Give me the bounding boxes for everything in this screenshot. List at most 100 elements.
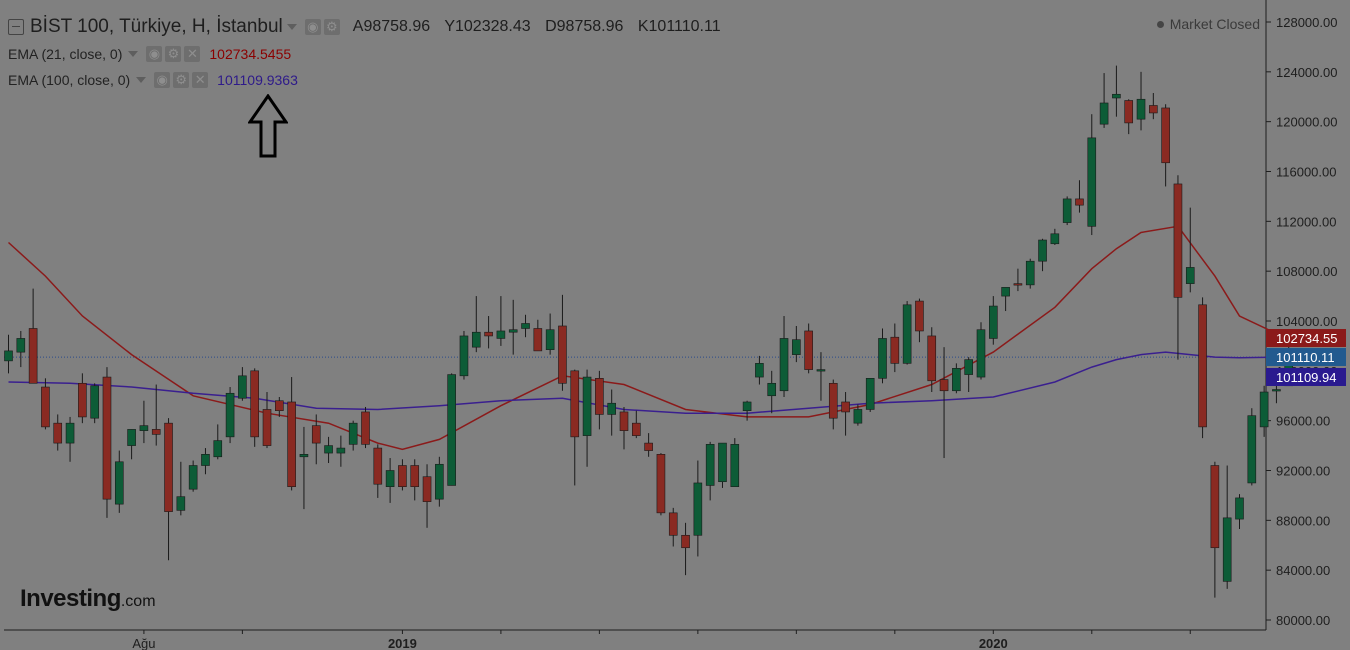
- collapse-icon[interactable]: [8, 19, 24, 35]
- y-tick-label: 96000.00: [1276, 414, 1330, 429]
- candle: [988, 296, 998, 345]
- candle: [16, 330, 26, 368]
- y-tick-label: 104000.00: [1276, 314, 1337, 329]
- price-label-box: [1266, 368, 1346, 386]
- indicator-label: EMA (21, close, 0): [8, 46, 123, 62]
- investing-logo: Investing.com: [20, 585, 156, 613]
- price-label: 102734.55: [1276, 331, 1337, 346]
- candle: [595, 370, 604, 430]
- candle: [816, 352, 826, 401]
- high-value: Y102328.43: [444, 18, 531, 35]
- candle: [373, 444, 383, 498]
- candle: [1235, 494, 1244, 530]
- y-tick-label: 128000.00: [1276, 15, 1337, 30]
- candle: [952, 363, 961, 394]
- eye-icon[interactable]: ◉: [154, 72, 171, 88]
- candle: [435, 456, 444, 507]
- candle: [311, 414, 321, 465]
- candle: [1075, 180, 1084, 213]
- indicator-ema21[interactable]: EMA (21, close, 0) ◉ ⚙ ✕ 102734.5455: [8, 43, 291, 65]
- chevron-down-icon[interactable]: [128, 51, 139, 57]
- candle: [262, 392, 272, 449]
- candle: [1087, 114, 1097, 236]
- y-tick-label: 108000.00: [1276, 264, 1337, 279]
- eye-icon[interactable]: ◉: [146, 46, 163, 62]
- candle: [1185, 207, 1195, 293]
- close-icon[interactable]: ✕: [184, 46, 201, 62]
- y-tick-label: 120000.00: [1276, 115, 1337, 130]
- gear-icon[interactable]: ⚙: [323, 19, 340, 35]
- candle: [127, 429, 136, 460]
- candle: [348, 420, 358, 451]
- candle: [508, 299, 518, 355]
- candle: [1062, 196, 1072, 226]
- gear-icon[interactable]: ⚙: [165, 46, 182, 62]
- chevron-down-icon[interactable]: [136, 77, 147, 83]
- candle: [287, 377, 296, 491]
- candle: [1099, 73, 1109, 128]
- candle: [1124, 99, 1134, 135]
- candle: [853, 404, 863, 426]
- indicator-label: EMA (100, close, 0): [8, 72, 131, 88]
- candle: [582, 369, 592, 467]
- candle: [28, 288, 38, 384]
- y-tick-label: 124000.00: [1276, 65, 1337, 80]
- close-value: K101110.11: [637, 18, 721, 35]
- candle: [410, 459, 420, 501]
- candle: [1038, 238, 1047, 272]
- ohlc-values: A98758.96 Y102328.43 D98758.96 K101110.1…: [353, 18, 731, 36]
- candle: [1112, 65, 1121, 117]
- gear-icon[interactable]: ⚙: [173, 72, 190, 88]
- candle: [1001, 287, 1010, 312]
- candle: [385, 458, 395, 503]
- x-tick-label: 2020: [979, 636, 1008, 650]
- y-tick-label: 116000.00: [1276, 165, 1337, 180]
- y-tick-label: 112000.00: [1276, 214, 1337, 229]
- candle: [114, 450, 124, 513]
- candle: [570, 369, 580, 486]
- candle: [102, 367, 112, 518]
- close-icon[interactable]: ✕: [192, 72, 209, 88]
- candle: [718, 442, 727, 488]
- price-label-box: [1266, 348, 1346, 366]
- candle: [619, 406, 629, 450]
- y-tick-label: 80000.00: [1276, 613, 1330, 628]
- candle: [521, 314, 530, 338]
- candle: [1136, 71, 1146, 131]
- candle: [250, 368, 259, 447]
- candle: [299, 426, 309, 510]
- candle: [176, 461, 186, 516]
- ema21-line: [7, 225, 1289, 451]
- candle: [841, 392, 850, 436]
- x-tick-label: Ağu: [132, 636, 155, 650]
- candle: [964, 357, 973, 393]
- indicator-ema100[interactable]: EMA (100, close, 0) ◉ ⚙ ✕ 101109.9363: [8, 69, 298, 91]
- candle: [742, 400, 752, 421]
- chevron-down-icon[interactable]: [286, 24, 297, 30]
- candle: [324, 436, 333, 464]
- candle: [336, 435, 346, 467]
- candle: [188, 460, 198, 492]
- candle: [4, 334, 13, 374]
- candle: [459, 330, 469, 380]
- candle: [471, 296, 481, 353]
- candle: [804, 323, 813, 374]
- open-value: A98758.96: [352, 18, 431, 35]
- candle: [755, 355, 764, 385]
- candle: [151, 384, 161, 446]
- symbol-title[interactable]: BİST 100, Türkiye, H, İstanbul: [30, 16, 283, 37]
- candle: [915, 298, 924, 343]
- candle: [828, 379, 838, 430]
- price-label: 101110.11: [1276, 350, 1335, 365]
- candle: [1259, 385, 1269, 437]
- candle: [213, 424, 223, 460]
- x-tick-label: 2019: [388, 636, 417, 650]
- candle: [41, 378, 50, 430]
- candle: [484, 316, 493, 349]
- chart-header: BİST 100, Türkiye, H, İstanbul ◉ ⚙ A9875…: [8, 12, 731, 42]
- candle: [1247, 408, 1257, 486]
- logo-suffix: .com: [120, 593, 156, 610]
- eye-icon[interactable]: ◉: [304, 19, 321, 35]
